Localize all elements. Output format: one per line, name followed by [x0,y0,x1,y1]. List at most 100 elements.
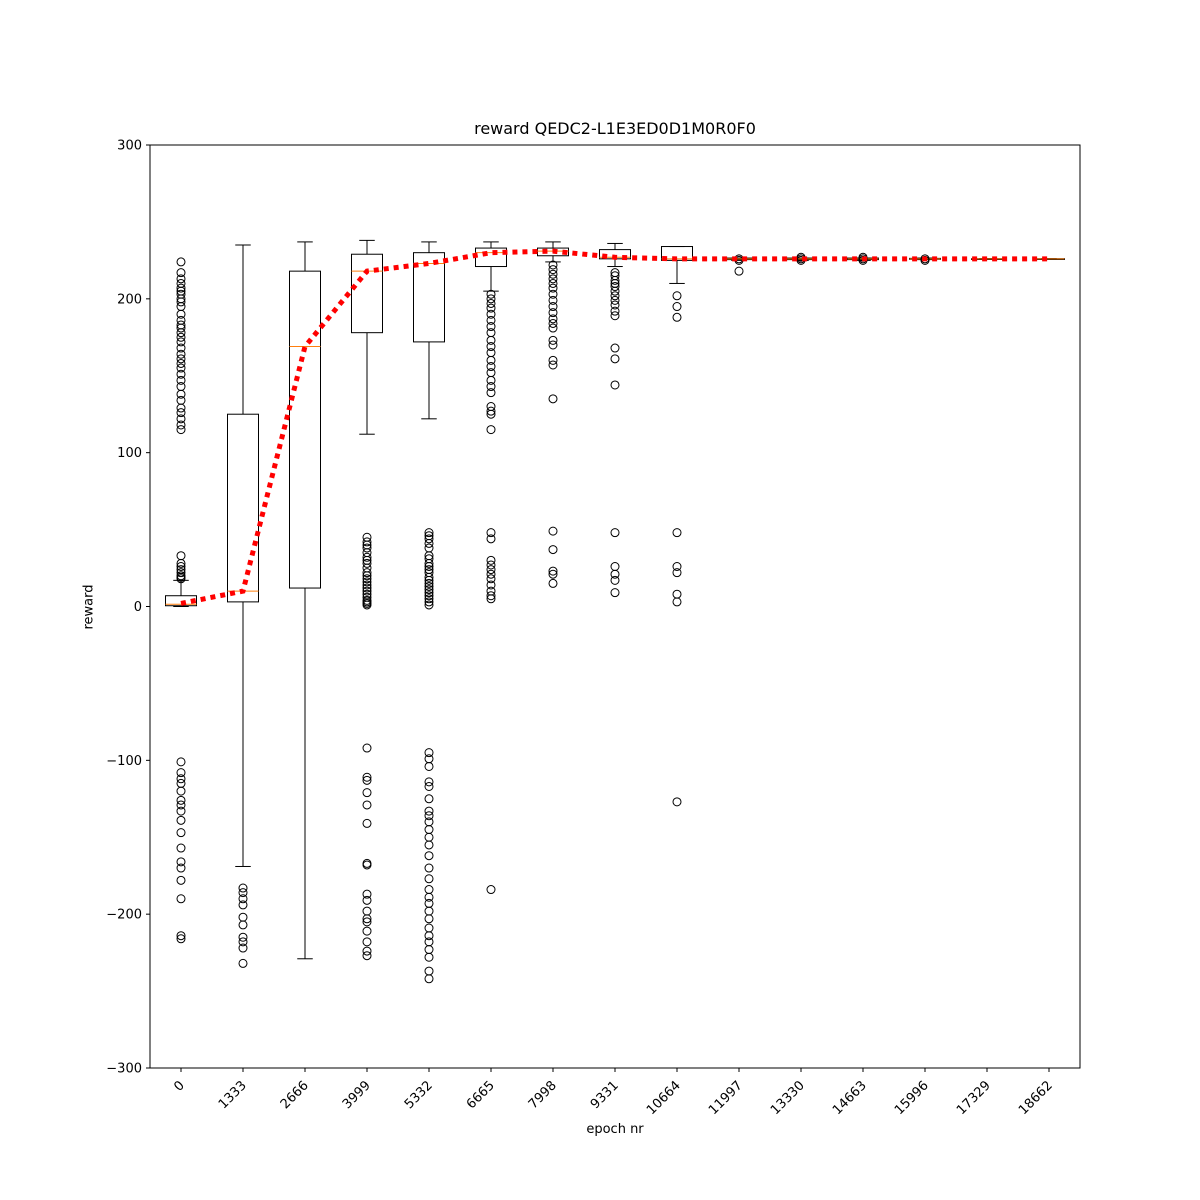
outlier-point [424,575,434,585]
outlier-point [424,811,434,821]
outlier-point [610,575,620,585]
outlier-point [424,817,434,827]
outlier-point [176,328,186,338]
outlier-point [424,558,434,568]
box-body [351,253,383,334]
outlier-point [176,363,186,373]
outlier-point [176,863,186,873]
outlier-point [176,828,186,838]
outlier-point [238,932,248,942]
box-body [289,270,321,589]
chart-title: reward QEDC2-L1E3ED0D1M0R0F0 [474,119,756,138]
outlier-point [610,311,620,321]
outlier-point [362,600,372,610]
boxes [165,239,1065,984]
outlier-point [176,283,186,293]
box-5332 [413,241,445,984]
outlier-point [486,355,496,365]
outlier-point [486,294,496,304]
outlier-point [424,597,434,607]
outlier-point [672,562,682,572]
outlier-point [424,781,434,791]
outlier-point [176,574,186,584]
outlier-point [424,863,434,873]
box-7998 [537,241,569,588]
outlier-point [424,754,434,764]
outlier-point [176,358,186,368]
box-3999 [351,239,383,961]
outlier-point [610,286,620,296]
outlier-point [424,578,434,588]
outlier-point [176,395,186,405]
outlier-point [424,528,434,538]
outlier-point [176,257,186,267]
outlier-point [362,568,372,578]
x-tick-label: 17329 [954,1078,994,1118]
outlier-point [176,562,186,572]
outlier-point [362,583,372,593]
outlier-point [610,588,620,598]
outlier-point [424,582,434,592]
outlier-point [424,851,434,861]
outlier-point [176,857,186,867]
outlier-point [424,832,434,842]
outlier-point [486,569,496,579]
box-1333 [227,244,259,968]
box-body [227,413,259,603]
outlier-point [176,274,186,284]
box-0 [165,257,197,944]
y-tick-label: 300 [117,139,142,154]
x-tick-label: 5332 [402,1078,436,1112]
outlier-point [238,888,248,898]
outlier-point [424,538,434,548]
outlier-point [486,594,496,604]
y-axis: −300 −200 −100 0 100 200 300 [106,139,150,1077]
outlier-point [486,528,496,538]
outlier-point [424,600,434,610]
x-tick-label: 1333 [216,1078,250,1112]
outlier-point [238,920,248,930]
outlier-point [548,545,558,555]
outlier-point [486,368,496,378]
box-body [475,247,507,268]
outlier-point [176,786,186,796]
outlier-point [424,543,434,553]
outlier-point [486,555,496,565]
outlier-point [610,300,620,310]
outlier-point [424,945,434,955]
outlier-point [486,375,496,385]
outlier-point [176,800,186,810]
outlier-point [548,295,558,305]
outlier-point [548,335,558,345]
outlier-point [362,563,372,573]
x-tick-label: 14663 [830,1078,870,1118]
x-tick-label: 9331 [588,1078,622,1112]
outlier-point [486,565,496,575]
outlier-point [672,302,682,312]
outlier-point [362,906,372,916]
outlier-point [424,898,434,908]
outlier-point [486,591,496,601]
x-tick-label: 3999 [340,1078,374,1112]
x-tick-label: 6665 [464,1078,498,1112]
outlier-point [486,342,496,352]
outlier-point [176,843,186,853]
outlier-point [362,586,372,596]
outlier-point [176,425,186,435]
outlier-point [486,406,496,416]
outlier-point [362,946,372,956]
outlier-point [176,332,186,342]
outlier-point [424,562,434,572]
outlier-point [610,354,620,364]
outlier-point [548,323,558,333]
outlier-point [548,360,558,370]
outlier-point [176,420,186,430]
outlier-point [176,349,186,359]
outlier-point [362,743,372,753]
outlier-point [486,534,496,544]
outlier-point [362,914,372,924]
box-6665 [475,241,507,895]
outlier-point [176,408,186,418]
outlier-point [548,274,558,284]
